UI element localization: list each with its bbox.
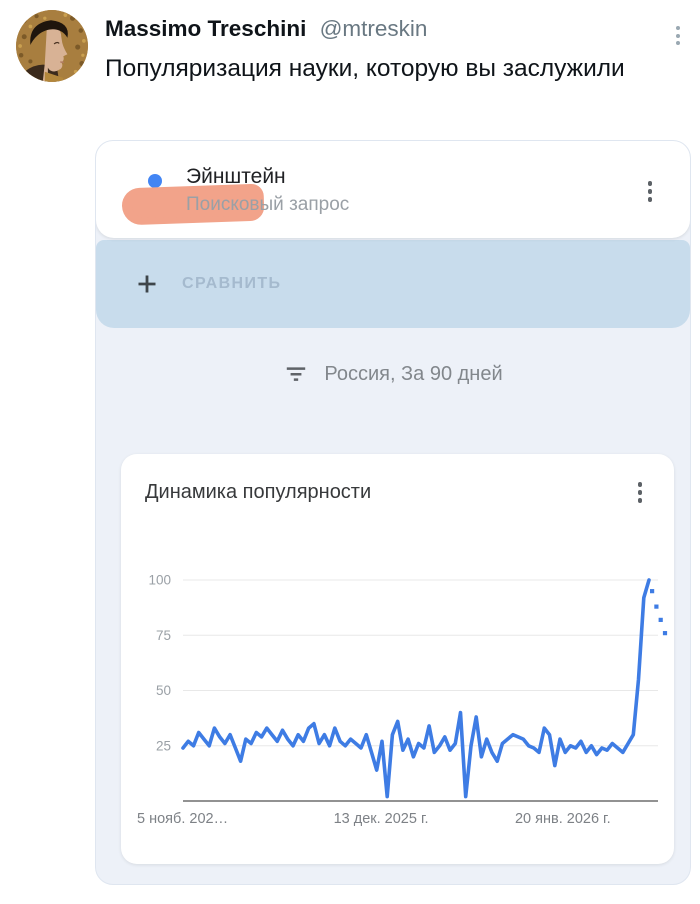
filter-icon — [287, 367, 306, 381]
query-type-label: Поисковый запрос — [186, 194, 350, 215]
svg-text:100: 100 — [148, 572, 171, 587]
series-color-dot — [148, 174, 162, 188]
chart-card: Динамика популярности 100 75 50 25 5 нояб. 2… — [121, 454, 674, 864]
avatar[interactable] — [16, 10, 88, 82]
tweet-menu-icon[interactable] — [674, 24, 682, 47]
compare-label: СРАВНИТЬ — [182, 275, 282, 292]
query-text-block: Эйнштейн Поисковый запрос — [121, 163, 350, 226]
svg-text:75: 75 — [156, 627, 171, 642]
author-handle[interactable]: @mtreskin — [319, 16, 428, 41]
author-row: Massimo Treschini @mtreskin — [105, 0, 700, 44]
trends-screenshot[interactable]: Эйнштейн Поисковый запрос СРАВНИТЬ Росси… — [95, 140, 691, 885]
filter-control[interactable]: Россия, За 90 дней — [96, 352, 690, 396]
svg-text:50: 50 — [156, 683, 171, 698]
filter-label: Россия, За 90 дней — [324, 362, 503, 385]
svg-text:13 дек. 2025 г.: 13 дек. 2025 г. — [334, 811, 429, 827]
query-term: Эйнштейн — [186, 165, 286, 188]
compare-button[interactable]: СРАВНИТЬ — [96, 240, 690, 328]
svg-text:5 нояб. 202…: 5 нояб. 202… — [137, 811, 228, 827]
svg-text:20 янв. 2026 г.: 20 янв. 2026 г. — [515, 811, 611, 827]
plus-icon — [138, 275, 156, 293]
chart-title: Динамика популярности — [145, 481, 372, 503]
trend-line-chart[interactable]: 100 75 50 25 5 нояб. 202… 13 дек. 2025 г. 20 я… — [137, 541, 668, 841]
query-card[interactable]: Эйнштейн Поисковый запрос — [96, 141, 690, 238]
portrait-avatar-image — [16, 10, 88, 82]
svg-text:25: 25 — [156, 738, 171, 753]
author-name[interactable]: Massimo Treschini — [105, 16, 307, 41]
chart-menu-icon[interactable] — [636, 480, 645, 505]
query-menu-icon[interactable] — [646, 179, 655, 204]
tweet-text: Популяризация науки, которую вы заслужил… — [105, 55, 625, 82]
